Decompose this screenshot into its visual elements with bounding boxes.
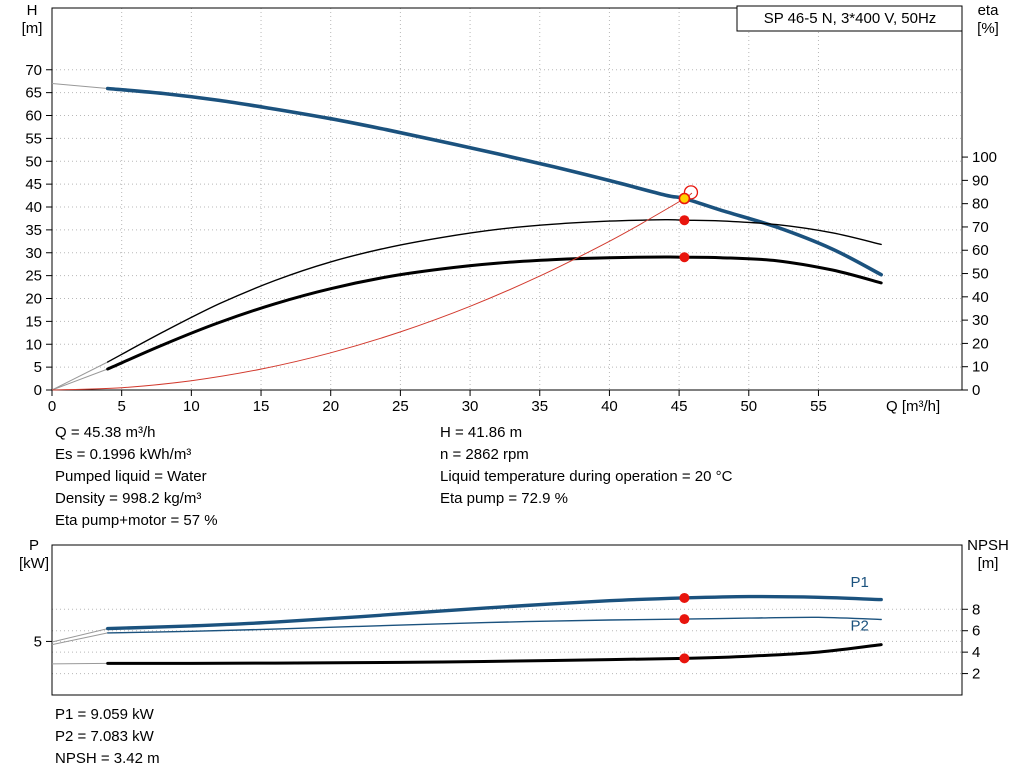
- series-label-p1: P1: [851, 574, 869, 591]
- right-tick-label: 100: [972, 149, 997, 166]
- right-tick-label: 2: [972, 666, 980, 683]
- x-tick-label: 20: [322, 398, 339, 415]
- x-tick-label: 0: [48, 398, 56, 415]
- series-label-p2: P2: [851, 618, 869, 635]
- head-curve-lead-in: [51, 83, 108, 89]
- x-tick-label: 15: [253, 398, 270, 415]
- result-es: Es = 0.1996 kWh/m³: [55, 446, 192, 463]
- right-tick-label: 0: [972, 382, 980, 399]
- left-tick-label: 60: [25, 108, 42, 125]
- result-npsh: NPSH = 3.42 m: [55, 750, 160, 767]
- result-eta-pump-motor: Eta pump+motor = 57 %: [55, 512, 218, 529]
- eta-axis-unit: [%]: [977, 20, 999, 37]
- left-tick-label: 25: [25, 268, 42, 285]
- left-tick-label: 0: [34, 382, 42, 399]
- right-tick-label: 8: [972, 601, 980, 618]
- right-tick-label: 60: [972, 242, 989, 259]
- eta-pump-motor-curve-lead-in: [51, 368, 108, 391]
- p-axis-unit: [kW]: [19, 555, 49, 572]
- operating-point-marker: [679, 252, 690, 263]
- right-tick-label: 4: [972, 644, 980, 661]
- operating-point-marker: [679, 653, 690, 664]
- npsh-curve-lead-in: [51, 662, 108, 665]
- result-pumped-liquid: Pumped liquid = Water: [55, 468, 207, 485]
- left-tick-label: 55: [25, 130, 42, 147]
- left-tick-label: 15: [25, 313, 42, 330]
- operating-point-marker: [679, 215, 690, 226]
- power-results: P1 = 9.059 kW P2 = 7.083 kW NPSH = 3.42 …: [55, 704, 160, 770]
- h-axis-title: H [m]: [10, 2, 54, 38]
- eta-axis-title: eta [%]: [962, 2, 1014, 38]
- left-tick-label: 20: [25, 291, 42, 308]
- right-tick-label: 90: [972, 172, 989, 189]
- left-tick-label: 5: [34, 633, 42, 650]
- x-axis-unit-label: Q [m³/h]: [886, 398, 940, 415]
- left-tick-label: 5: [34, 359, 42, 376]
- duty-point-marker: [678, 192, 691, 205]
- p-axis-label: P: [28, 537, 39, 554]
- left-tick-label: 35: [25, 222, 42, 239]
- chart-title: SP 46-5 N, 3*400 V, 50Hz: [764, 10, 937, 27]
- right-tick-label: 50: [972, 266, 989, 283]
- open-circle-marker: [683, 185, 699, 200]
- plot-frame: [51, 7, 963, 391]
- left-tick-label: 45: [25, 176, 42, 193]
- h-axis-unit: [m]: [21, 20, 43, 37]
- p-axis-title: P [kW]: [10, 537, 58, 573]
- left-tick-label: 50: [25, 153, 42, 170]
- npsh-axis-title: NPSH [m]: [958, 537, 1018, 573]
- head-curve: [105, 86, 883, 277]
- right-tick-label: 10: [972, 359, 989, 376]
- x-tick-label: 40: [601, 398, 618, 415]
- chart-title-box: [736, 5, 963, 32]
- npsh-axis-unit: [m]: [977, 555, 999, 572]
- p1-curve: [106, 594, 883, 631]
- x-tick-label: 25: [392, 398, 409, 415]
- right-tick-label: 6: [972, 623, 980, 640]
- right-tick-label: 70: [972, 219, 989, 236]
- result-p2: P2 = 7.083 kW: [55, 728, 154, 745]
- result-density: Density = 998.2 kg/m³: [55, 490, 202, 507]
- operating-point-marker: [679, 592, 690, 603]
- left-tick-label: 70: [25, 62, 42, 79]
- x-tick-label: 45: [671, 398, 688, 415]
- duty-results-right: H = 41.86 m n = 2862 rpm Liquid temperat…: [440, 422, 732, 510]
- result-liquid-temp: Liquid temperature during operation = 20…: [440, 468, 733, 485]
- eta-pump-motor-curve: [106, 255, 883, 371]
- result-n: n = 2862 rpm: [440, 446, 529, 463]
- right-tick-label: 40: [972, 289, 989, 306]
- left-tick-label: 65: [25, 85, 42, 102]
- duty-system-curve: [51, 192, 693, 391]
- eta-axis-label: eta: [977, 2, 999, 19]
- h-axis-label: H: [26, 2, 38, 19]
- power-npsh-chart: P1 P2 5 2 4 6 8: [34, 544, 980, 696]
- result-h: H = 41.86 m: [440, 424, 523, 441]
- qh-eta-chart: 0510152025303540455055606570010203040506…: [25, 5, 997, 415]
- npsh-axis-label: NPSH: [967, 537, 1009, 554]
- x-tick-label: 50: [740, 398, 757, 415]
- x-tick-label: 5: [118, 398, 126, 415]
- left-tick-label: 30: [25, 245, 42, 262]
- p1-curve-lead-in: [51, 628, 108, 643]
- p2-curve-lead-in: [51, 632, 108, 646]
- npsh-curve: [106, 643, 883, 665]
- right-tick-label: 80: [972, 196, 989, 213]
- right-tick-label: 20: [972, 335, 989, 352]
- eta-pump-curve-lead-in: [51, 361, 108, 391]
- result-q: Q = 45.38 m³/h: [55, 424, 156, 441]
- result-p1: P1 = 9.059 kW: [55, 706, 154, 723]
- right-tick-label: 30: [972, 312, 989, 329]
- x-tick-label: 35: [531, 398, 548, 415]
- x-tick-label: 55: [810, 398, 827, 415]
- duty-results-left: Q = 45.38 m³/h Es = 0.1996 kWh/m³ Pumped…: [55, 422, 218, 532]
- x-tick-label: 10: [183, 398, 200, 415]
- left-tick-label: 40: [25, 199, 42, 216]
- operating-point-marker: [679, 614, 690, 625]
- result-eta-pump: Eta pump = 72.9 %: [440, 490, 568, 507]
- p2-curve: [107, 616, 882, 634]
- left-tick-label: 10: [25, 336, 42, 353]
- eta-pump-curve: [107, 218, 882, 363]
- x-tick-label: 30: [462, 398, 479, 415]
- plot-frame: [51, 544, 963, 696]
